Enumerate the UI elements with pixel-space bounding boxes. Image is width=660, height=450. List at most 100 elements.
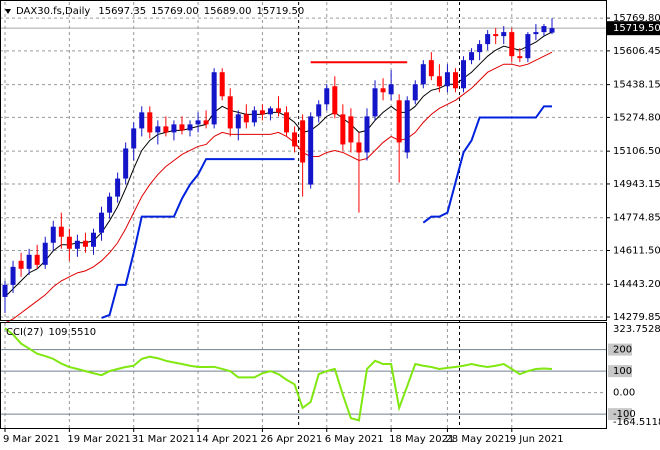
candle-body: [420, 64, 426, 85]
candle-body: [380, 88, 386, 93]
candle-body: [155, 126, 161, 133]
candle-body: [131, 128, 137, 149]
candle-body: [452, 72, 458, 89]
y-tick-label: 15106.50: [613, 146, 660, 157]
candle-body: [219, 72, 225, 97]
candle-body: [477, 44, 483, 53]
indicator-line: [4, 51, 553, 324]
candle-body: [195, 120, 201, 125]
candle-body: [74, 240, 80, 249]
price-label: 15719.50: [613, 23, 660, 34]
candle-body: [34, 254, 40, 265]
x-tick-label: 9 Jun 2021: [510, 434, 564, 445]
x-tick-label: 14 Apr 2021: [196, 434, 258, 445]
candle-body: [501, 32, 507, 37]
candle-body: [10, 266, 16, 285]
candle-body: [123, 148, 129, 179]
level-label-box: [608, 343, 632, 356]
candle-body: [259, 110, 265, 115]
level-label-box: [608, 408, 632, 421]
candle-body: [2, 284, 8, 297]
y-tick-label: 14279.85: [613, 312, 660, 323]
main-panel-frame: [0, 0, 607, 321]
candle-body: [533, 32, 539, 35]
x-tick-label: 28 May 2021: [445, 434, 510, 445]
y-tick-label: 15606.45: [613, 46, 660, 57]
candle-body: [525, 34, 531, 59]
open-value: 15697.35: [98, 6, 146, 17]
candle-body: [18, 260, 24, 269]
x-tick-label: 26 Apr 2021: [260, 434, 322, 445]
y-tick-label: 100: [613, 366, 632, 377]
y-tick-label: 0.00: [613, 388, 635, 399]
header-arrow: [5, 9, 11, 14]
candle-body: [82, 240, 88, 247]
candle-body: [171, 124, 177, 133]
candle-body: [292, 132, 298, 147]
candle-body: [107, 196, 113, 213]
y-tick-label: 323.7528: [613, 324, 660, 335]
candle-body: [485, 34, 491, 45]
y-tick-label: 15438.15: [613, 80, 660, 91]
candle-body: [276, 108, 281, 113]
candle-body: [388, 84, 394, 95]
candle-body: [461, 60, 467, 89]
candle-body: [211, 72, 217, 125]
candle-body: [187, 124, 193, 131]
candle-body: [316, 104, 322, 117]
candle-body: [163, 126, 169, 133]
y-tick-label: 14774.85: [613, 213, 660, 224]
candle-body: [26, 254, 32, 269]
candle-body: [332, 86, 338, 115]
candle-body: [227, 96, 233, 129]
candle-body: [372, 88, 378, 117]
candle-body: [243, 114, 249, 123]
candle-body: [469, 52, 475, 61]
candle-body: [66, 236, 72, 249]
candle-body: [324, 88, 330, 105]
candle-body: [90, 232, 96, 247]
candle-body: [42, 242, 48, 265]
y-tick-label: 15274.80: [613, 112, 660, 123]
candle-body: [300, 120, 306, 163]
candle-body: [58, 226, 64, 237]
candle-body: [364, 116, 370, 153]
y-tick-label: -164.5118: [613, 417, 660, 428]
candle-body: [284, 112, 290, 133]
candle-body: [115, 178, 121, 197]
high-value: 15769.00: [151, 6, 199, 17]
candle-body: [267, 108, 273, 115]
x-tick-label: 31 Mar 2021: [132, 434, 195, 445]
level-label-box: [608, 365, 632, 378]
candle-body: [203, 120, 209, 125]
candle-body: [549, 28, 555, 33]
price-label-box: [606, 21, 660, 36]
candle-body: [251, 110, 257, 123]
x-tick-label: 19 Mar 2021: [67, 434, 130, 445]
candle-body: [147, 112, 153, 133]
cci-header: CCI(27) 109.5510: [6, 327, 96, 338]
candle-body: [517, 56, 523, 59]
cci-panel-frame: [0, 322, 607, 429]
candle-body: [541, 26, 547, 33]
chart-header: DAX30.fs,Daily 15697.35 15769.00 15689.00 15…: [16, 6, 304, 17]
y-tick-label: 14943.15: [613, 179, 660, 190]
candle-body: [412, 84, 418, 101]
candle-body: [493, 34, 499, 37]
x-tick-label: 9 Mar 2021: [3, 434, 60, 445]
cci-value: 109.5510: [48, 327, 96, 338]
candle-body: [348, 116, 354, 143]
candle-body: [428, 60, 434, 77]
y-tick-label: 14443.20: [613, 279, 660, 290]
indicator-line: [101, 105, 552, 319]
candle-body: [444, 72, 450, 87]
candle-body: [179, 124, 185, 131]
x-tick-label: 6 May 2021: [325, 434, 384, 445]
candle-body: [436, 76, 442, 87]
y-tick-label: 15769.80: [613, 13, 660, 24]
candle-body: [509, 32, 515, 57]
candle-body: [99, 212, 105, 233]
candle-body: [356, 142, 362, 153]
